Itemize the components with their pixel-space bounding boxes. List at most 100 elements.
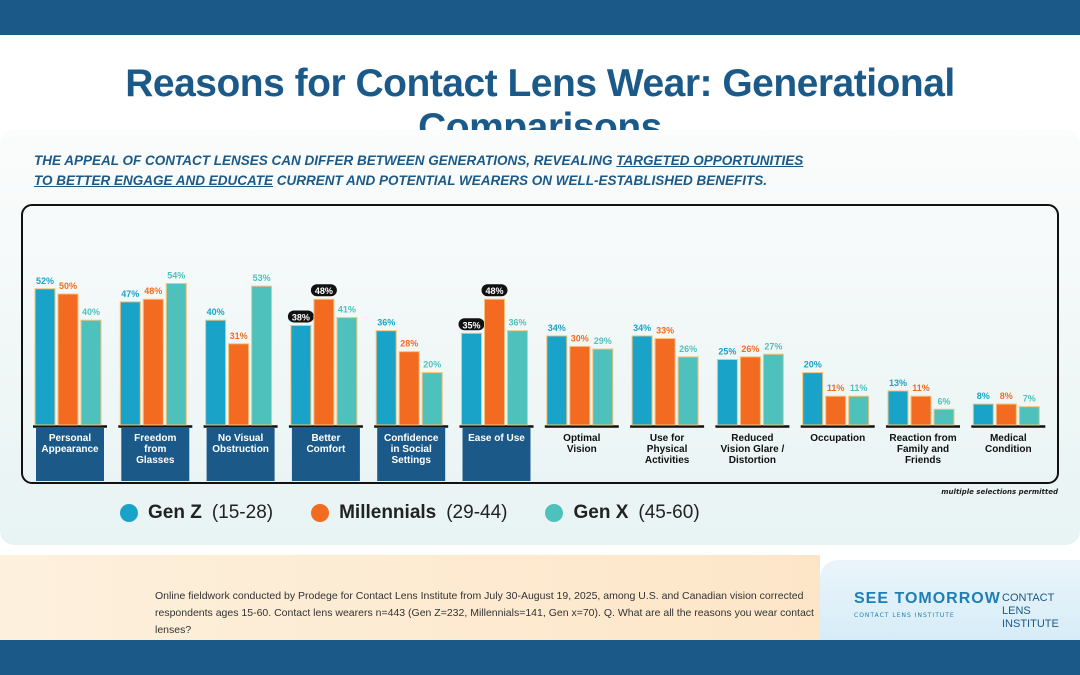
methodology-note: Online fieldwork conducted by Prodege fo… [155, 590, 814, 636]
data-label: 50% [59, 281, 77, 291]
bar-millennials [57, 293, 79, 426]
bar-gen-x [421, 372, 443, 426]
bar-gen-z [631, 335, 653, 426]
data-label: 29% [594, 336, 612, 346]
data-label: 26% [679, 344, 697, 354]
data-label: 47% [121, 289, 139, 299]
legend-millennials: Millennials (29-44) [311, 502, 507, 524]
category-label: Reaction from [889, 433, 956, 444]
legend-gen-z: Gen Z (15-28) [120, 502, 273, 524]
data-label: 38% [292, 312, 310, 322]
category-label: Ease of Use [468, 433, 525, 444]
highlight-pill [481, 284, 508, 297]
category-label: Family and [897, 444, 949, 455]
bar-millennials [739, 356, 761, 426]
category-label: Use for [650, 433, 685, 444]
category-label: Obstruction [212, 444, 269, 455]
bar-gen-z [887, 390, 909, 426]
bar-millennials [910, 395, 932, 426]
legend-gen-x: Gen X (45-60) [545, 502, 700, 524]
data-label: 40% [207, 307, 225, 317]
bar-gen-x [677, 356, 699, 426]
data-label: 48% [485, 286, 503, 296]
data-label: 8% [1000, 391, 1013, 401]
category-label: Medical [990, 433, 1027, 444]
data-label: 53% [253, 273, 271, 283]
highlight-pill [310, 284, 337, 297]
bar-millennials [995, 403, 1017, 426]
highlight-pill [287, 310, 314, 323]
bar-gen-z [205, 319, 227, 426]
data-label: 52% [36, 276, 54, 286]
bar-gen-x [251, 285, 273, 426]
category-label-box [462, 428, 531, 481]
category-label: Activities [645, 455, 690, 466]
data-label: 26% [741, 344, 759, 354]
bar-gen-x [762, 353, 784, 426]
bar-millennials [484, 298, 505, 426]
gen-z-swatch [120, 504, 138, 522]
data-label: 34% [633, 323, 651, 333]
bar-gen-z [461, 332, 482, 426]
bar-gen-x [507, 330, 528, 426]
bar-gen-z [546, 335, 568, 426]
legend: Gen Z (15-28) Millennials (29-44) Gen X (45… [120, 502, 700, 524]
page-title: Reasons for Contact Lens Wear: Generatio… [125, 62, 955, 149]
bar-millennials [142, 298, 164, 426]
bar-gen-x [80, 319, 102, 426]
category-label: Appearance [41, 444, 99, 455]
bar-gen-x [165, 283, 187, 426]
category-label: Comfort [306, 444, 346, 455]
bar-gen-x [336, 317, 358, 426]
bar-gen-z [716, 359, 738, 426]
category-label: Glasses [136, 455, 175, 466]
bar-millennials [654, 338, 676, 426]
category-label: Occupation [810, 433, 865, 444]
data-label: 40% [82, 307, 100, 317]
subtitle: THE APPEAL OF CONTACT LENSES CAN DIFFER … [34, 153, 804, 188]
category-label: No Visual [218, 433, 264, 444]
data-label: 8% [977, 391, 990, 401]
bar-millennials [228, 343, 250, 426]
bar-millennials [313, 298, 335, 426]
millennials-swatch [311, 504, 330, 522]
data-label: 48% [144, 286, 162, 296]
data-label: 28% [400, 339, 418, 349]
gen-x-swatch [545, 504, 564, 522]
logo-area: SEE TOMORROW CONTACT LENS INSTITUTE CONT… [820, 560, 1080, 640]
data-label: 48% [315, 286, 333, 296]
category-label: Distortion [729, 455, 776, 466]
category-label: Settings [391, 455, 431, 466]
data-label: 20% [804, 360, 822, 370]
category-label: from [144, 444, 166, 455]
category-label-box [121, 428, 190, 481]
data-label: 35% [462, 320, 480, 330]
category-label: Optimal [563, 433, 600, 444]
bar-gen-x [933, 408, 955, 426]
top-band [0, 0, 1080, 35]
cli-logo: CONTACT LENS INSTITUTE [1002, 592, 1059, 630]
data-label: 34% [548, 323, 566, 333]
data-label: 30% [571, 333, 589, 343]
category-label: Personal [49, 433, 91, 444]
chart-frame [21, 204, 1059, 484]
footer [0, 555, 820, 640]
category-label-box [36, 428, 104, 481]
category-label-box [291, 428, 360, 481]
data-label: 41% [338, 305, 356, 315]
category-label: Reduced [731, 433, 773, 444]
category-label: Better [311, 433, 340, 444]
data-label: 36% [377, 318, 395, 328]
category-label: Vision Glare / [721, 444, 785, 455]
bar-gen-x [592, 348, 614, 426]
category-label: Condition [985, 444, 1032, 455]
see-tomorrow-sub: CONTACT LENS INSTITUTE [854, 612, 955, 619]
data-label: 36% [508, 318, 526, 328]
data-label: 11% [912, 383, 930, 393]
highlight-pill [458, 318, 485, 331]
data-label: 6% [937, 396, 950, 406]
bar-gen-z [375, 330, 397, 426]
category-label: Physical [647, 444, 688, 455]
data-label: 11% [827, 383, 845, 393]
